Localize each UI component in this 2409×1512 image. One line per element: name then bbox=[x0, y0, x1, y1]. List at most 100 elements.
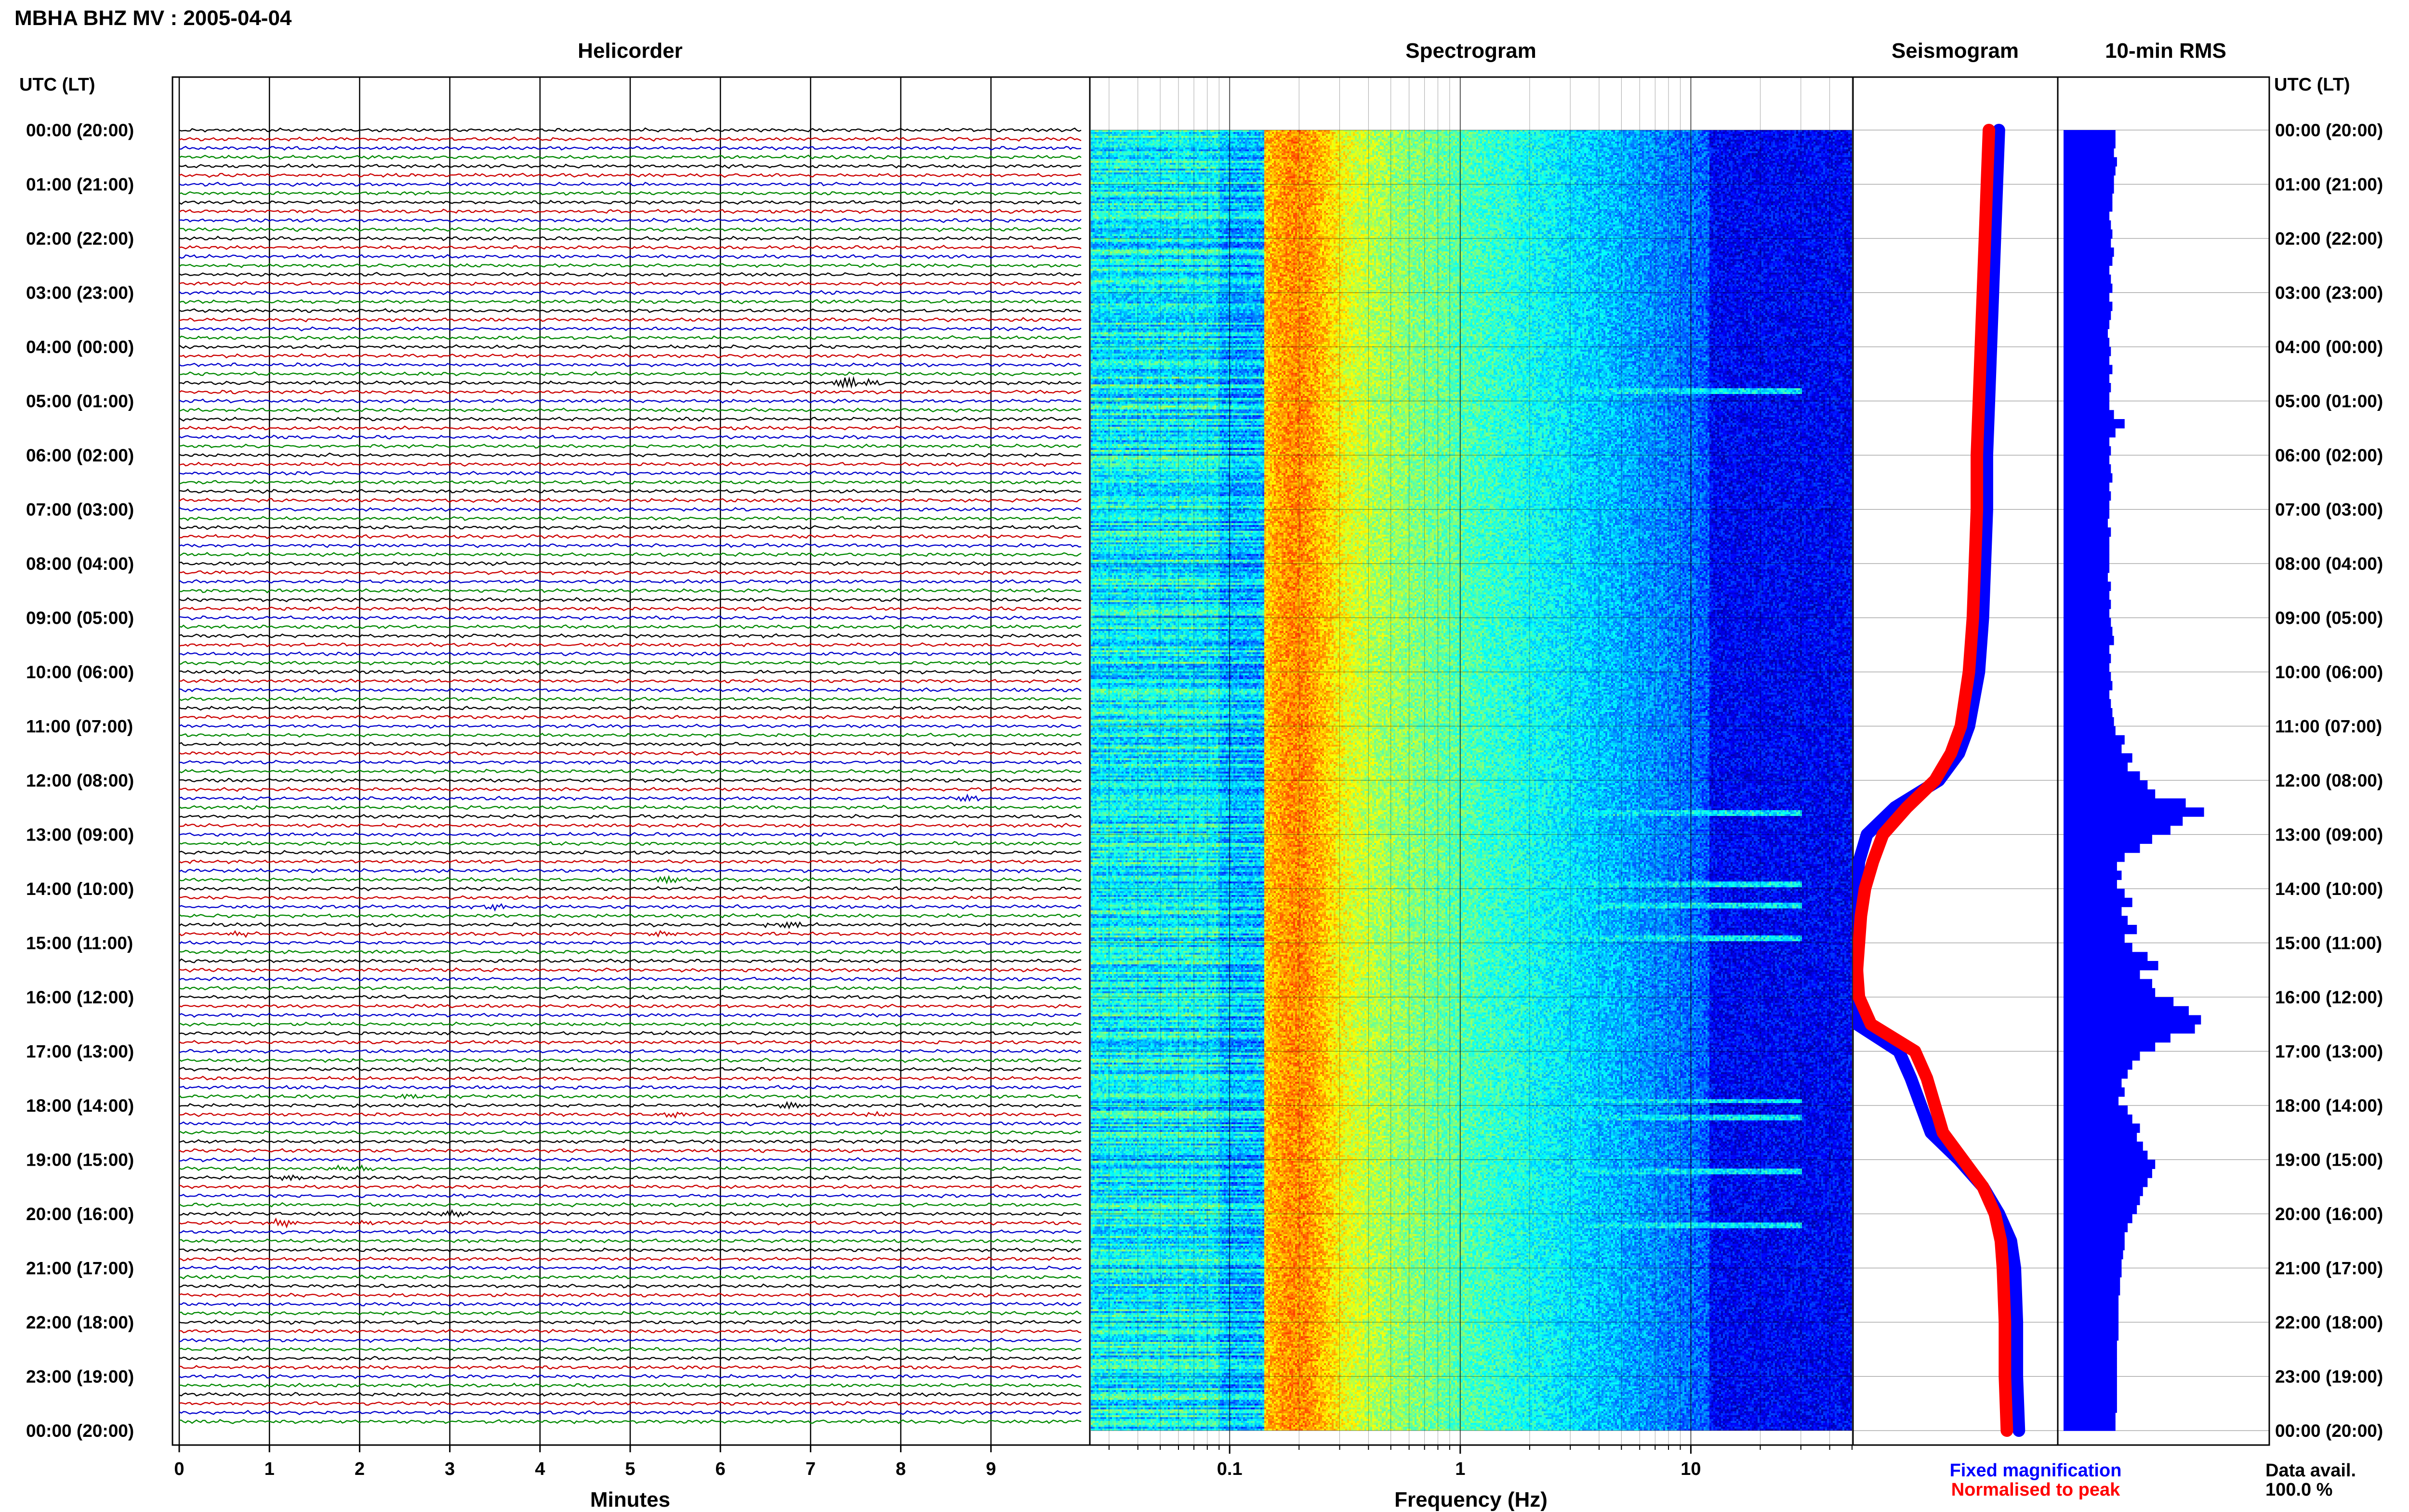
spectrogram-title: Spectrogram bbox=[1405, 39, 1536, 63]
helicorder-trace bbox=[179, 1256, 1082, 1262]
helicorder-trace bbox=[179, 1058, 1082, 1063]
time-label-right: 18:00 (14:00) bbox=[2275, 1096, 2383, 1116]
helicorder-trace bbox=[179, 163, 1082, 169]
rms-bar bbox=[2064, 1142, 2143, 1151]
helicorder-trace bbox=[179, 371, 1082, 377]
rms-bar bbox=[2064, 1114, 2132, 1124]
time-label-right: 04:00 (00:00) bbox=[2275, 337, 2383, 357]
helicorder-trace bbox=[179, 1347, 1082, 1352]
helicorder-trace bbox=[179, 172, 1082, 178]
frequency-tick-label: 10 bbox=[1681, 1459, 1701, 1479]
rms-bar bbox=[2064, 283, 2113, 293]
spectrogram-panel: 0.1 1 10 Frequency (Hz) bbox=[1089, 76, 1854, 1512]
time-label-right: 12:00 (08:00) bbox=[2275, 771, 2383, 790]
rms-bar bbox=[2064, 355, 2110, 366]
helicorder-trace bbox=[179, 1121, 1082, 1126]
rms-bar bbox=[2064, 744, 2122, 754]
rms-bar bbox=[2064, 1376, 2117, 1386]
helicorder-trace bbox=[179, 1193, 1082, 1198]
helicorder-trace bbox=[179, 227, 1082, 232]
helicorder-trace bbox=[179, 714, 1082, 720]
time-label-left: 01:00 (21:00) bbox=[26, 175, 134, 195]
rms-bar bbox=[2064, 672, 2111, 682]
helicorder-traces bbox=[179, 127, 1082, 1424]
helicorder-trace bbox=[179, 515, 1082, 521]
rms-bar bbox=[2064, 157, 2117, 167]
helicorder-trace bbox=[179, 1292, 1082, 1298]
helicorder-trace bbox=[179, 940, 1082, 946]
rms-bar bbox=[2064, 834, 2152, 844]
helicorder-trace bbox=[179, 362, 1082, 368]
rms-bar bbox=[2064, 554, 2110, 564]
rms-bar bbox=[2064, 789, 2156, 799]
rms-bar bbox=[2064, 428, 2116, 438]
helicorder-trace bbox=[179, 1310, 1082, 1316]
time-label-left: 14:00 (10:00) bbox=[26, 879, 134, 899]
rms-bar bbox=[2064, 753, 2132, 763]
rms-bar bbox=[2064, 275, 2111, 284]
rms-bar bbox=[2064, 1123, 2140, 1133]
rms-bar bbox=[2064, 699, 2111, 709]
rms-bar bbox=[2064, 897, 2132, 907]
helicorder-trace bbox=[179, 859, 1082, 865]
time-label-left: 08:00 (04:00) bbox=[26, 554, 134, 574]
time-label-right: 09:00 (05:00) bbox=[2275, 608, 2383, 628]
data-availability-label: Data avail. bbox=[2265, 1460, 2356, 1481]
helicorder-trace bbox=[179, 525, 1082, 530]
rms-bar bbox=[2064, 1132, 2137, 1142]
spectrogram-heatmap bbox=[1091, 130, 1852, 1431]
helicorder-trace bbox=[179, 1365, 1082, 1370]
time-label-right: 21:00 (17:00) bbox=[2275, 1259, 2383, 1278]
time-label-left: 17:00 (13:00) bbox=[26, 1042, 134, 1062]
helicorder-trace bbox=[179, 597, 1082, 603]
helicorder-trace bbox=[179, 145, 1082, 151]
rms-bar bbox=[2064, 1412, 2116, 1422]
time-label-right: 02:00 (22:00) bbox=[2275, 229, 2383, 249]
helicorder-trace bbox=[179, 1049, 1082, 1054]
time-label-left: 02:00 (22:00) bbox=[26, 229, 134, 249]
rms-bar bbox=[2064, 437, 2110, 447]
rms-bar bbox=[2064, 1178, 2148, 1187]
helicorder-trace bbox=[179, 1076, 1082, 1081]
rms-title: 10-min RMS bbox=[2105, 39, 2226, 63]
rms-bar bbox=[2064, 1313, 2119, 1323]
helicorder-trace bbox=[179, 1274, 1082, 1280]
rms-bar bbox=[2064, 193, 2113, 203]
helicorder-trace bbox=[179, 543, 1082, 548]
rms-bar bbox=[2064, 608, 2110, 618]
time-label-left: 03:00 (23:00) bbox=[26, 283, 134, 303]
helicorder-trace bbox=[179, 561, 1082, 566]
rms-bar bbox=[2064, 1024, 2195, 1034]
rms-bar bbox=[2064, 1286, 2120, 1296]
time-label-right: 00:00 (20:00) bbox=[2275, 120, 2383, 140]
time-label-right: 03:00 (23:00) bbox=[2275, 283, 2383, 303]
helicorder-trace bbox=[179, 814, 1082, 819]
rms-bar bbox=[2064, 870, 2122, 880]
minute-tick-label: 7 bbox=[806, 1459, 816, 1479]
rms-bar bbox=[2064, 1087, 2125, 1097]
rms-bar bbox=[2064, 636, 2114, 645]
rms-bar bbox=[2064, 1150, 2148, 1160]
helicorder-trace bbox=[179, 958, 1082, 963]
helicorder-trace bbox=[179, 263, 1082, 268]
frequency-tick-label: 1 bbox=[1455, 1459, 1465, 1479]
rms-panel bbox=[2057, 76, 2270, 1446]
helicorder-trace bbox=[179, 272, 1082, 277]
time-axis-left: 00:00 (20:00) 01:00 (21:00) 02:00 (22:00) 0… bbox=[26, 120, 134, 1441]
rms-bar bbox=[2064, 916, 2128, 925]
helicorder-trace bbox=[179, 750, 1082, 756]
rms-bar bbox=[2064, 1250, 2123, 1260]
helicorder-trace bbox=[179, 127, 1082, 133]
helicorder-trace bbox=[179, 317, 1082, 323]
helicorder-trace bbox=[179, 793, 1082, 802]
rms-bar bbox=[2064, 970, 2140, 980]
rms-bar bbox=[2064, 979, 2152, 988]
rms-bar bbox=[2064, 771, 2140, 781]
helicorder-trace bbox=[179, 498, 1082, 503]
helicorder-trace bbox=[179, 1030, 1082, 1036]
rms-bar bbox=[2064, 383, 2111, 393]
rms-bar bbox=[2064, 861, 2117, 871]
helicorder-trace bbox=[179, 326, 1082, 332]
rms-bar bbox=[2064, 627, 2113, 636]
rms-bar bbox=[2064, 148, 2114, 158]
